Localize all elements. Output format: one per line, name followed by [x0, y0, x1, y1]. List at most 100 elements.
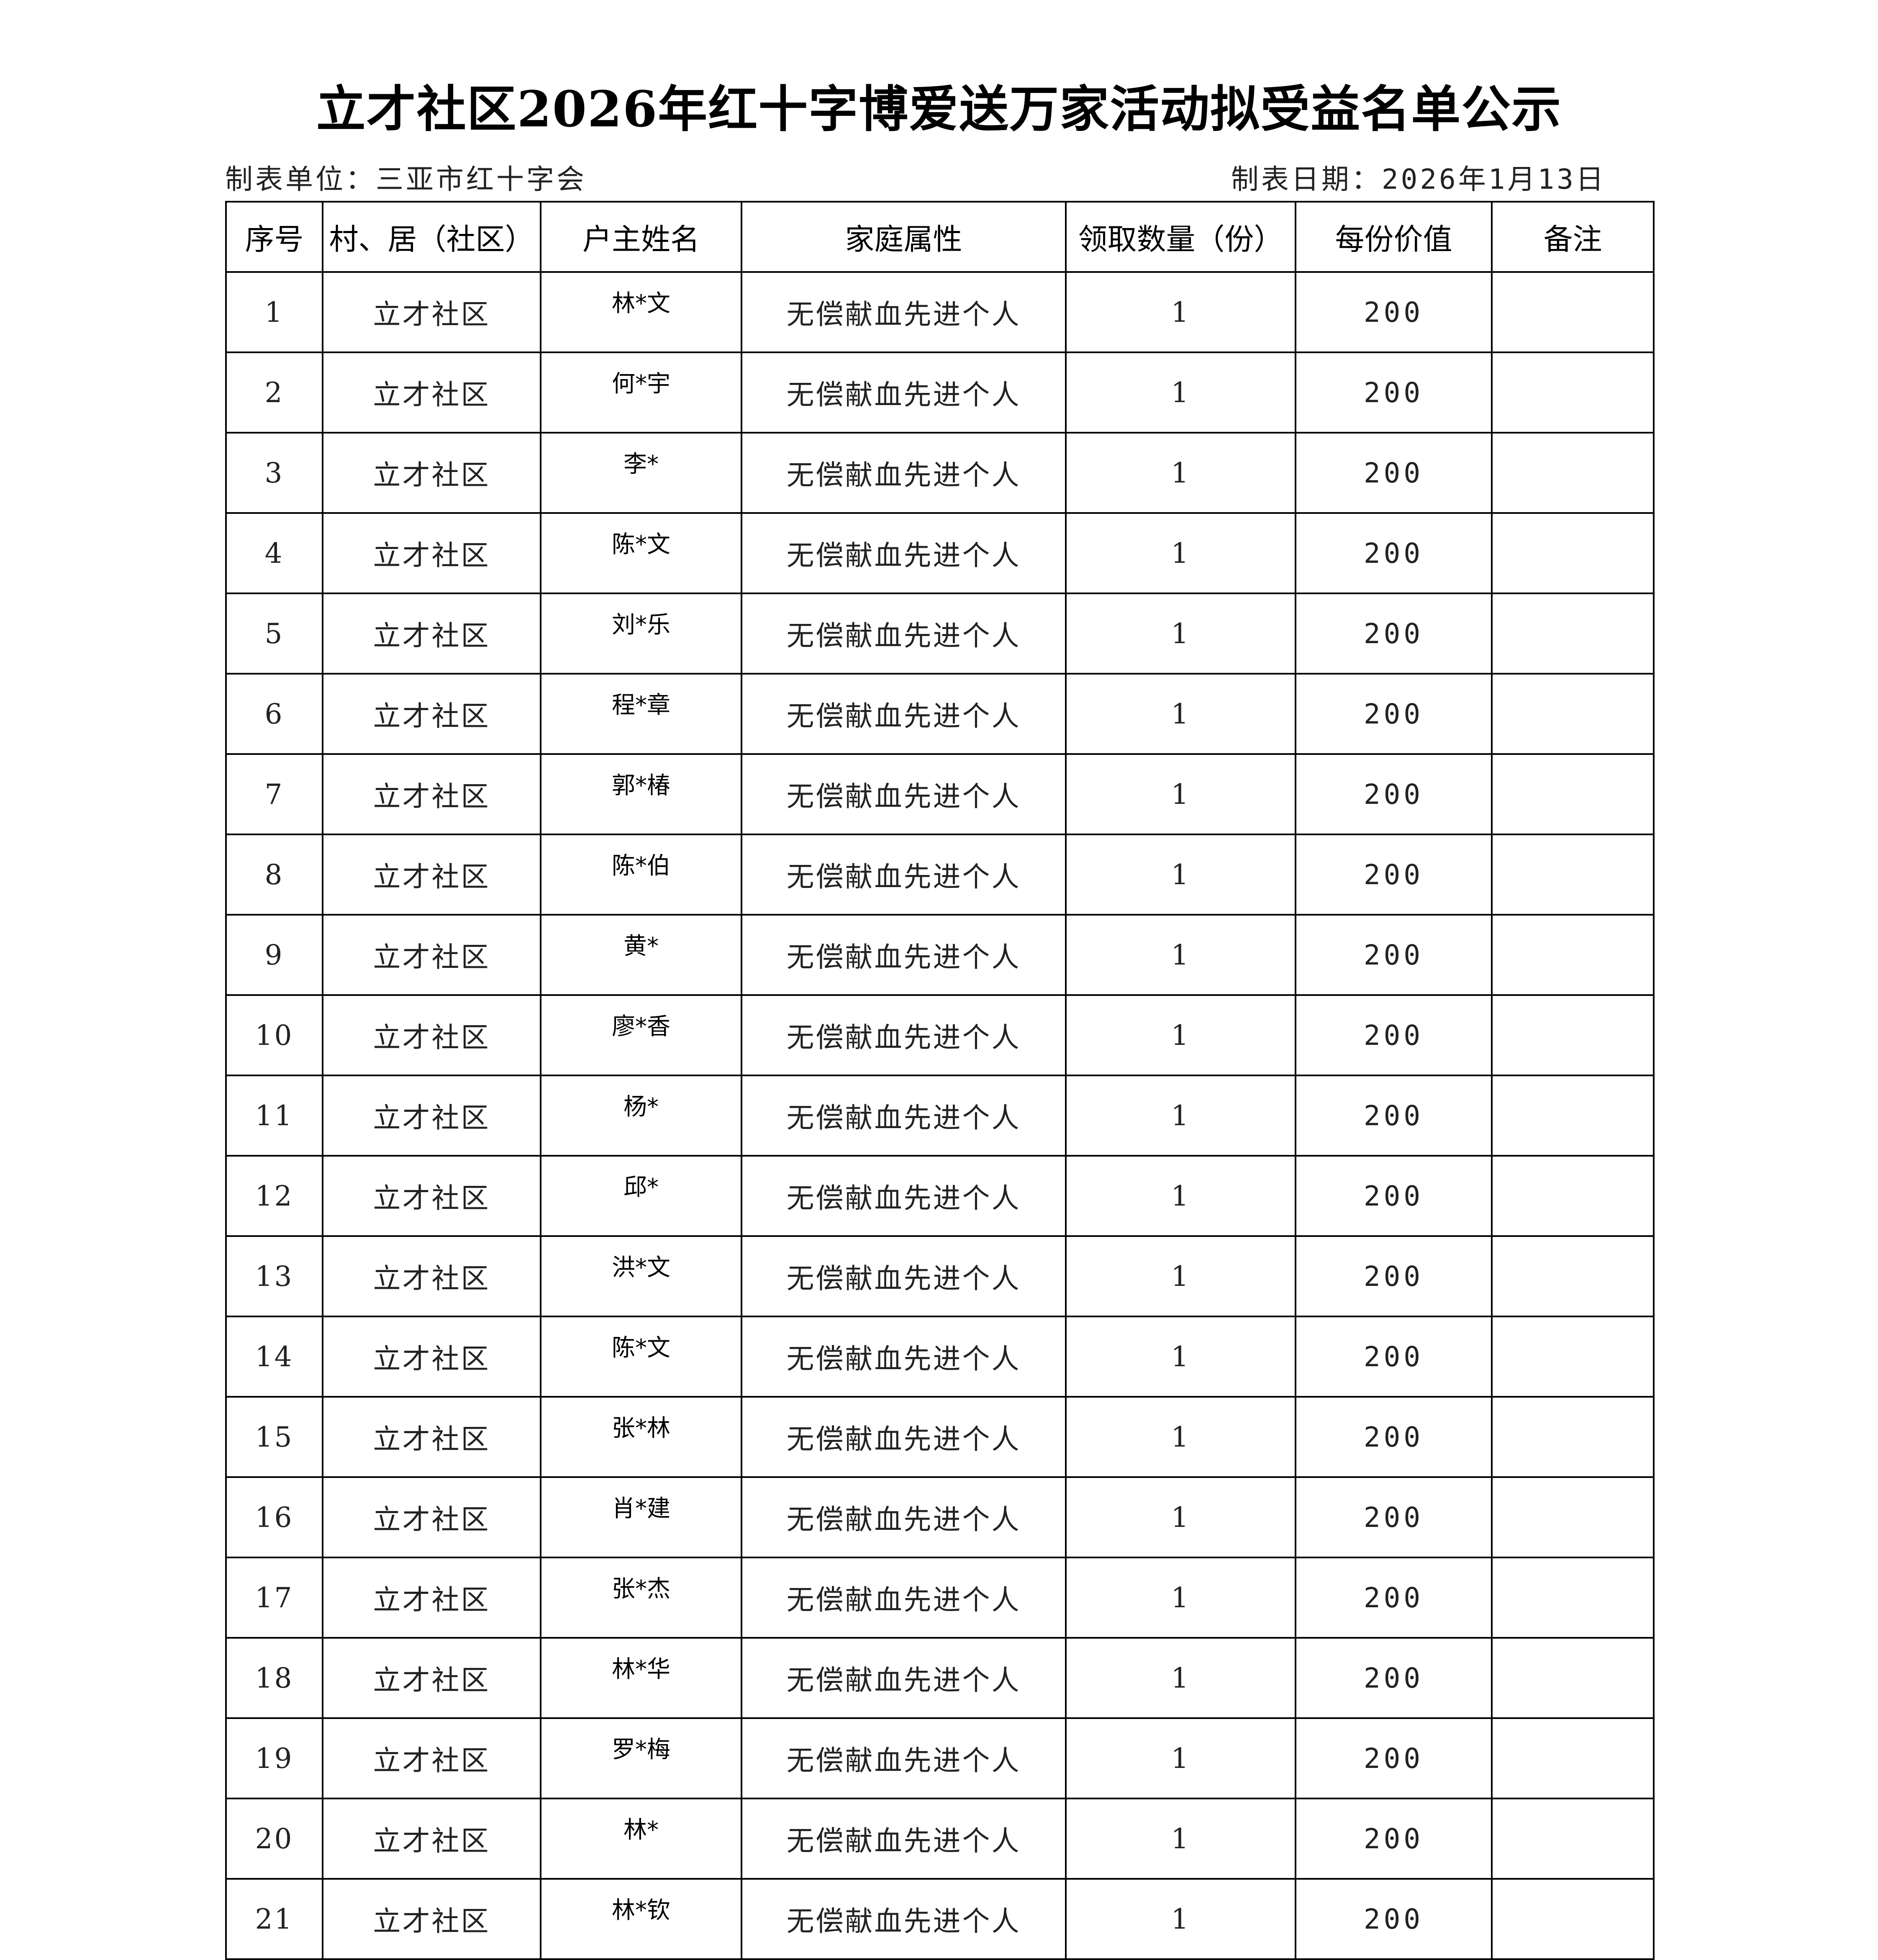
cell-value: 200 [1295, 271, 1493, 353]
header-remark: 备注 [1491, 201, 1655, 273]
cell-index: 19 [225, 1717, 323, 1799]
table-row: 16 立才社区 肖*建 无偿献血先进个人 1 200 [225, 1476, 1655, 1558]
cell-value: 200 [1295, 914, 1493, 996]
cell-quantity: 1 [1065, 914, 1296, 996]
cell-remark [1491, 1075, 1655, 1157]
cell-householder: 廖*香 [540, 994, 742, 1076]
cell-quantity: 1 [1065, 432, 1296, 514]
cell-attribute: 无偿献血先进个人 [741, 1798, 1067, 1880]
cell-index: 12 [225, 1155, 323, 1237]
cell-quantity: 1 [1065, 1798, 1296, 1880]
cell-remark [1491, 1557, 1655, 1639]
table-row: 15 立才社区 张*林 无偿献血先进个人 1 200 [225, 1396, 1655, 1478]
cell-householder: 杨* [540, 1075, 742, 1157]
header-value: 每份价值 [1295, 201, 1493, 273]
table-row: 18 立才社区 林*华 无偿献血先进个人 1 200 [225, 1637, 1655, 1719]
cell-householder: 林* [540, 1798, 742, 1880]
cell-remark [1491, 1798, 1655, 1880]
cell-value: 200 [1295, 1316, 1493, 1398]
cell-value: 200 [1295, 1637, 1493, 1719]
cell-index: 7 [225, 753, 323, 835]
cell-quantity: 1 [1065, 593, 1296, 675]
cell-attribute: 无偿献血先进个人 [741, 512, 1067, 594]
cell-remark [1491, 994, 1655, 1076]
cell-index: 5 [225, 593, 323, 675]
cell-value: 200 [1295, 1557, 1493, 1639]
cell-householder: 林*钦 [540, 1878, 742, 1960]
cell-index: 16 [225, 1476, 323, 1558]
cell-quantity: 1 [1065, 512, 1296, 594]
cell-remark [1491, 1717, 1655, 1799]
cell-remark [1491, 1878, 1655, 1960]
cell-attribute: 无偿献血先进个人 [741, 1396, 1067, 1478]
cell-householder: 罗*梅 [540, 1717, 742, 1799]
cell-householder: 陈*文 [540, 1316, 742, 1398]
beneficiary-table: 序号 村、居（社区） 户主姓名 家庭属性 领取数量（份） 每份价值 备注 1 立才… [225, 201, 1655, 1960]
cell-remark [1491, 673, 1655, 755]
cell-remark [1491, 1637, 1655, 1719]
cell-remark [1491, 351, 1655, 434]
cell-householder: 肖*建 [540, 1476, 742, 1558]
cell-attribute: 无偿献血先进个人 [741, 1557, 1067, 1639]
cell-attribute: 无偿献血先进个人 [741, 1155, 1067, 1237]
cell-community: 立才社区 [322, 512, 541, 594]
cell-community: 立才社区 [322, 914, 541, 996]
cell-remark [1491, 512, 1655, 594]
cell-value: 200 [1295, 432, 1493, 514]
cell-attribute: 无偿献血先进个人 [741, 673, 1067, 755]
cell-value: 200 [1295, 834, 1493, 916]
cell-householder: 张*林 [540, 1396, 742, 1478]
table-row: 14 立才社区 陈*文 无偿献血先进个人 1 200 [225, 1316, 1655, 1398]
cell-value: 200 [1295, 753, 1493, 835]
cell-remark [1491, 432, 1655, 514]
cell-attribute: 无偿献血先进个人 [741, 753, 1067, 835]
header-householder: 户主姓名 [540, 201, 742, 273]
cell-remark [1491, 834, 1655, 916]
cell-remark [1491, 1235, 1655, 1317]
table-row: 19 立才社区 罗*梅 无偿献血先进个人 1 200 [225, 1717, 1655, 1799]
cell-quantity: 1 [1065, 1155, 1296, 1237]
cell-index: 8 [225, 834, 323, 916]
cell-quantity: 1 [1065, 1075, 1296, 1157]
cell-remark [1491, 593, 1655, 675]
cell-community: 立才社区 [322, 271, 541, 353]
cell-index: 13 [225, 1235, 323, 1317]
cell-quantity: 1 [1065, 1476, 1296, 1558]
cell-attribute: 无偿献血先进个人 [741, 914, 1067, 996]
cell-attribute: 无偿献血先进个人 [741, 1316, 1067, 1398]
table-row: 5 立才社区 刘*乐 无偿献血先进个人 1 200 [225, 593, 1655, 675]
cell-community: 立才社区 [322, 1476, 541, 1558]
cell-index: 10 [225, 994, 323, 1076]
cell-attribute: 无偿献血先进个人 [741, 994, 1067, 1076]
cell-quantity: 1 [1065, 1637, 1296, 1719]
cell-value: 200 [1295, 351, 1493, 434]
cell-value: 200 [1295, 1155, 1493, 1237]
cell-value: 200 [1295, 1878, 1493, 1960]
cell-value: 200 [1295, 593, 1493, 675]
cell-index: 11 [225, 1075, 323, 1157]
table-row: 20 立才社区 林* 无偿献血先进个人 1 200 [225, 1798, 1655, 1880]
cell-attribute: 无偿献血先进个人 [741, 1235, 1067, 1317]
cell-attribute: 无偿献血先进个人 [741, 1476, 1067, 1558]
cell-community: 立才社区 [322, 593, 541, 675]
cell-attribute: 无偿献血先进个人 [741, 271, 1067, 353]
cell-quantity: 1 [1065, 1878, 1296, 1960]
cell-community: 立才社区 [322, 1155, 541, 1237]
cell-value: 200 [1295, 1396, 1493, 1478]
cell-quantity: 1 [1065, 1557, 1296, 1639]
header-community: 村、居（社区） [322, 201, 541, 273]
cell-index: 2 [225, 351, 323, 434]
cell-attribute: 无偿献血先进个人 [741, 1717, 1067, 1799]
cell-attribute: 无偿献血先进个人 [741, 834, 1067, 916]
cell-index: 1 [225, 271, 323, 353]
maker-unit: 制表单位：三亚市红十字会 [225, 163, 587, 195]
cell-quantity: 1 [1065, 351, 1296, 434]
cell-householder: 林*华 [540, 1637, 742, 1719]
cell-community: 立才社区 [322, 1798, 541, 1880]
cell-community: 立才社区 [322, 1878, 541, 1960]
cell-index: 20 [225, 1798, 323, 1880]
cell-value: 200 [1295, 1075, 1493, 1157]
cell-remark [1491, 1155, 1655, 1237]
table-row: 4 立才社区 陈*文 无偿献血先进个人 1 200 [225, 512, 1655, 594]
cell-quantity: 1 [1065, 673, 1296, 755]
